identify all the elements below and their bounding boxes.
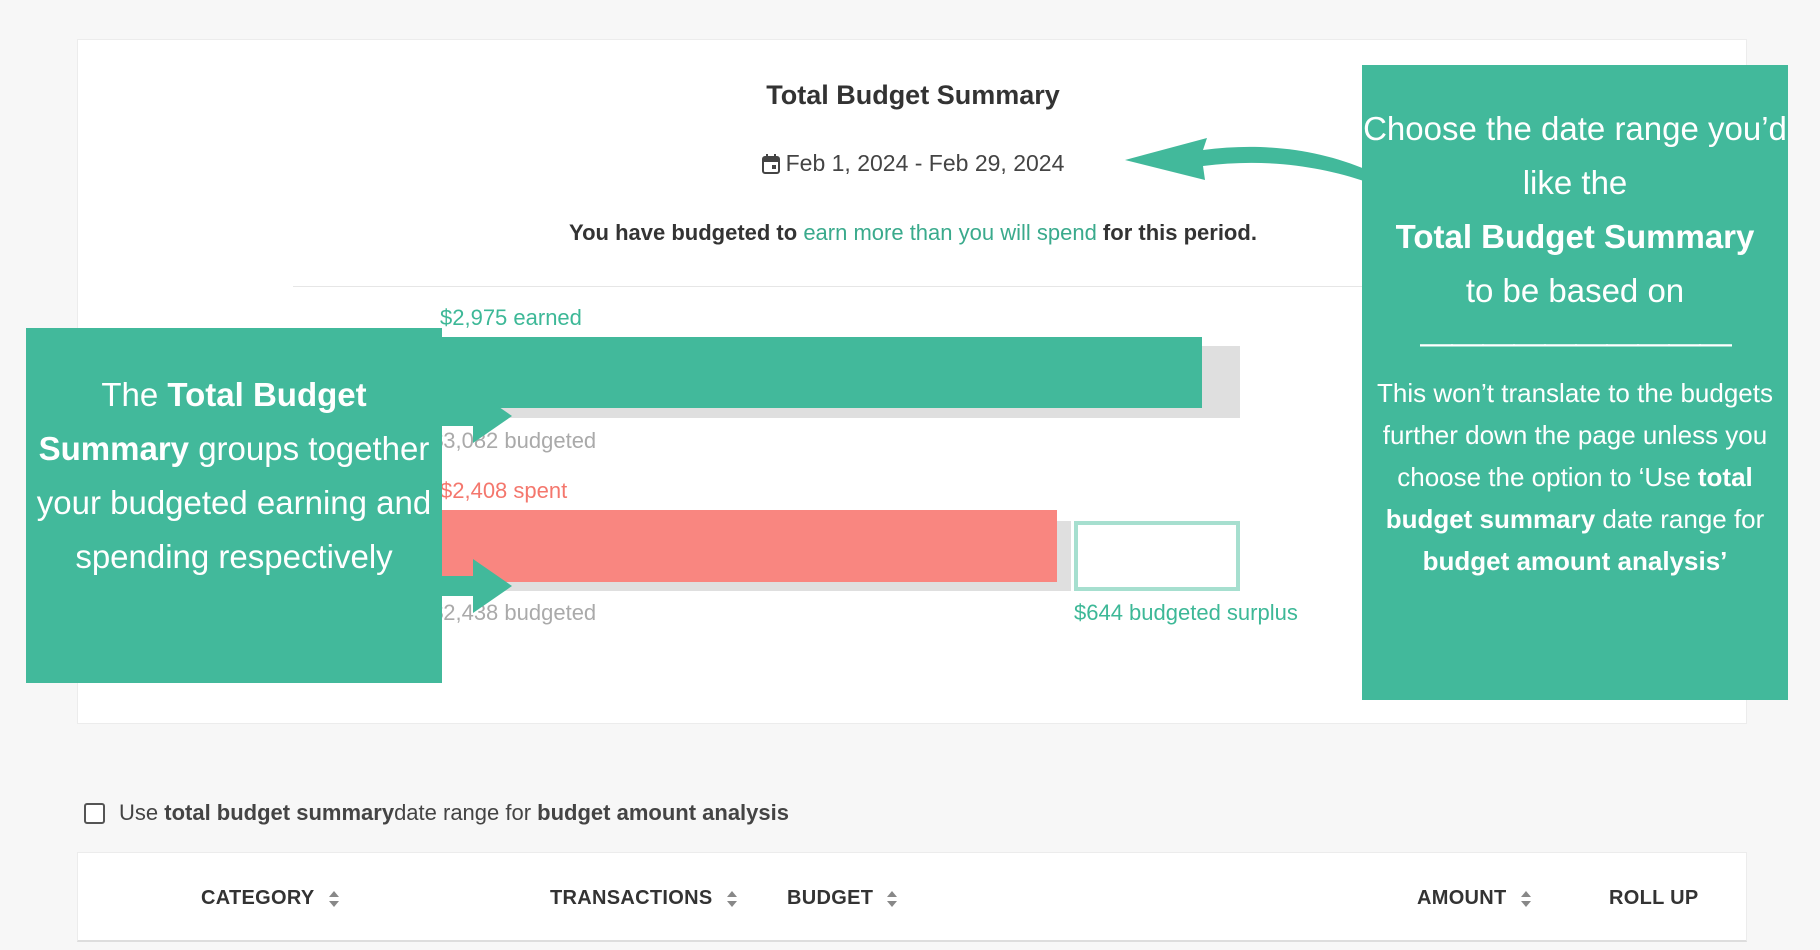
date-range-text[interactable]: Feb 1, 2024 - Feb 29, 2024 <box>785 150 1065 176</box>
sort-icon[interactable] <box>1520 890 1531 907</box>
option-text-prefix: Use <box>119 800 159 825</box>
arrow-right-icon <box>440 389 512 443</box>
surplus-label: $644 budgeted surplus <box>1074 600 1298 625</box>
calendar-icon <box>761 153 780 180</box>
summary-message-suffix: for this period. <box>1096 220 1257 245</box>
spending-actual-bar <box>440 510 1057 582</box>
earning-budgeted-label: $3,082 budgeted <box>431 428 597 453</box>
callout-right-note-bold-2: budget amount analysis’ <box>1422 546 1728 576</box>
column-header-amount[interactable]: AMOUNT <box>1417 887 1531 910</box>
use-summary-date-range-checkbox[interactable] <box>84 802 105 824</box>
column-header-category[interactable]: CATEGORY <box>201 887 339 910</box>
curved-arrow-left-icon <box>1125 138 1367 182</box>
callout-right-note-bold-1: total budget summary <box>1385 462 1753 534</box>
summary-message-prefix: You have budgeted to <box>569 220 804 245</box>
summary-message: You have budgeted to earn more than you … <box>78 220 1748 246</box>
option-text-middle: date range for <box>394 800 532 825</box>
option-text-bold-1: total budget summary <box>164 800 395 825</box>
date-range-picker[interactable]: Feb 1, 2024 - Feb 29, 2024 <box>78 150 1748 180</box>
callout-left-text-2: groups together your budgeted earning an… <box>36 430 432 575</box>
sort-icon[interactable] <box>887 890 898 907</box>
callout-left-bold: Total Budget Summary <box>38 376 367 467</box>
earned-label: $2,975 earned <box>440 305 582 330</box>
callout-left: The Total Budget Summary groups together… <box>26 328 442 683</box>
budget-table-header: CATEGORY TRANSACTIONS BUDGET AMOUNT ROLL… <box>77 852 1747 942</box>
column-header-label: AMOUNT <box>1417 887 1507 909</box>
column-header-label: CATEGORY <box>201 887 315 909</box>
callout-right-line-2: to be based on <box>1465 272 1685 309</box>
spent-label: $2,408 spent <box>440 478 568 503</box>
callout-right: Choose the date range you’d like the Tot… <box>1362 65 1788 700</box>
column-header-label: BUDGET <box>787 887 874 909</box>
callout-right-rule: —————————— <box>1420 324 1732 361</box>
summary-title: Total Budget Summary <box>766 80 1060 110</box>
callout-right-note-1: This won’t translate to the budgets furt… <box>1376 378 1773 492</box>
callout-left-text-1: The <box>101 376 168 413</box>
column-header-label: ROLL UP <box>1609 887 1699 909</box>
earning-actual-bar <box>440 337 1202 408</box>
summary-message-highlight: earn more than you will spend <box>803 220 1097 245</box>
column-header-budget[interactable]: BUDGET <box>787 887 898 910</box>
column-header-roll-up: ROLL UP <box>1609 887 1699 910</box>
callout-right-line-1: Choose the date range you’d like the <box>1363 110 1787 201</box>
use-summary-date-range-option[interactable]: Use total budget summary date range for … <box>84 800 789 826</box>
column-header-label: TRANSACTIONS <box>550 887 713 909</box>
option-text-bold-2: budget amount analysis <box>537 800 789 825</box>
sort-icon[interactable] <box>726 890 737 907</box>
callout-right-note: This won’t translate to the budgets furt… <box>1362 372 1788 582</box>
callout-right-bold: Total Budget Summary <box>1395 218 1755 255</box>
column-header-transactions[interactable]: TRANSACTIONS <box>550 887 737 910</box>
arrow-right-icon <box>440 559 512 613</box>
callout-right-note-2: date range for <box>1595 504 1765 534</box>
spending-budgeted-label: $2,438 budgeted <box>431 600 597 625</box>
surplus-bar <box>1074 521 1240 591</box>
sort-icon[interactable] <box>328 890 339 907</box>
summary-divider <box>293 286 1746 287</box>
